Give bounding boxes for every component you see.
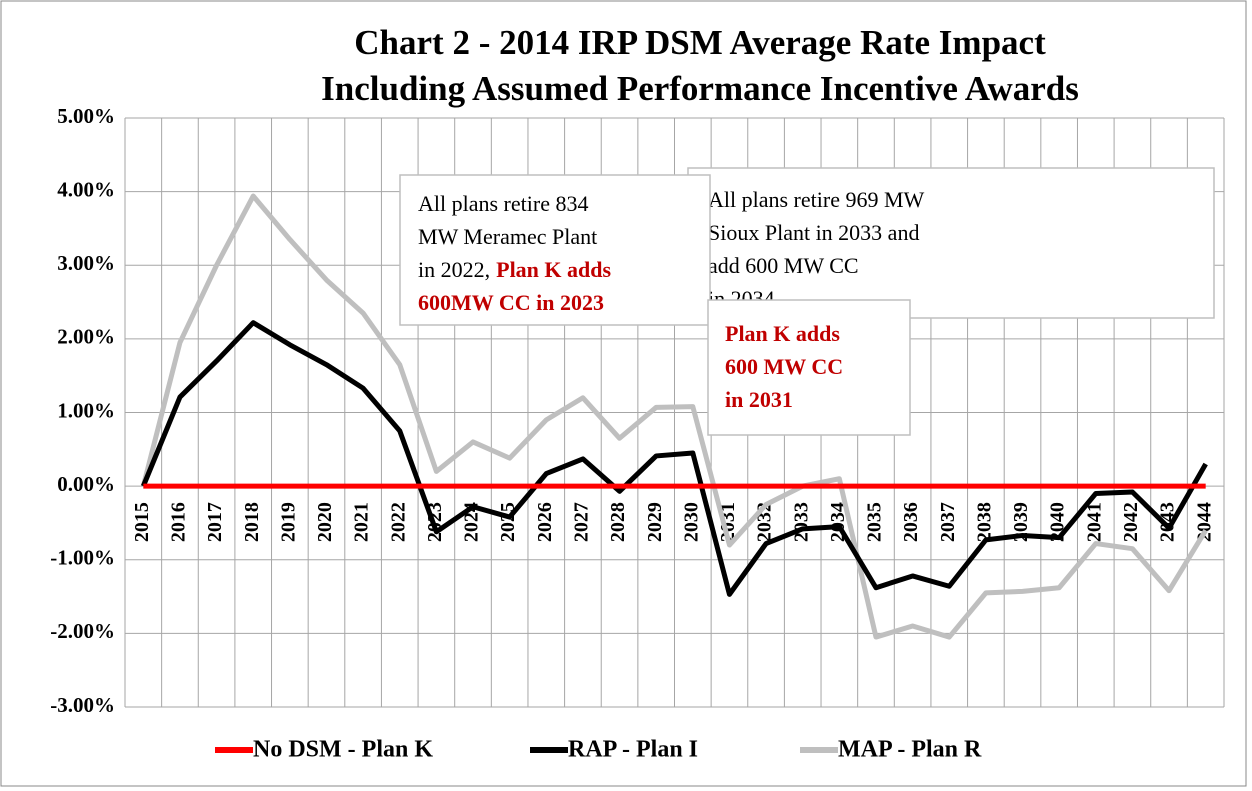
legend-label: RAP - Plan I <box>568 737 698 763</box>
annotation-line: 600MW CC in 2023 <box>418 290 604 315</box>
y-tick-label: 3.00% <box>57 251 115 275</box>
annotation-line: All plans retire 834 <box>418 191 588 216</box>
annotation-text: Sioux Plant in 2033 and <box>708 220 919 245</box>
annotation-box <box>707 299 911 436</box>
x-tick-label: 2043 <box>1157 502 1179 542</box>
x-tick-label: 2018 <box>241 502 263 542</box>
x-tick-label: 2042 <box>1120 502 1142 542</box>
annotation-line: add 600 MW CC <box>708 253 859 278</box>
x-tick-label: 2033 <box>790 502 812 542</box>
x-tick-label: 2030 <box>680 502 702 542</box>
annotation-text: MW Meramec Plant <box>418 224 597 249</box>
chart-title: Chart 2 - 2014 IRP DSM Average Rate Impa… <box>354 23 1046 62</box>
annotation-text: Plan K adds <box>496 257 611 282</box>
annotation-text: All plans retire 969 MW <box>708 187 925 212</box>
x-tick-label: 2037 <box>937 502 959 542</box>
chart-title: Including Assumed Performance Incentive … <box>321 69 1079 108</box>
x-tick-label: 2026 <box>534 502 556 542</box>
y-tick-label: -2.00% <box>50 619 115 643</box>
x-tick-label: 2036 <box>900 502 922 542</box>
annotation-text: in 2031 <box>725 387 793 412</box>
x-tick-label: 2039 <box>1010 502 1032 542</box>
annotation-text: Plan K adds <box>725 321 840 346</box>
annotation-line: MW Meramec Plant <box>418 224 597 249</box>
annotation-text: 600 MW CC <box>725 354 843 379</box>
x-tick-label: 2027 <box>571 502 593 542</box>
annotation-text: 600MW CC in 2023 <box>418 290 604 315</box>
x-tick-label: 2029 <box>644 502 666 542</box>
x-tick-label: 2020 <box>314 502 336 542</box>
x-tick-label: 2016 <box>168 502 190 542</box>
x-tick-label: 2041 <box>1083 502 1105 542</box>
series-line <box>140 193 1208 640</box>
x-tick-label: 2038 <box>973 502 995 542</box>
x-tick-label: 2028 <box>607 502 629 542</box>
annotation-text: All plans retire 834 <box>418 191 588 216</box>
annotation-line: Sioux Plant in 2033 and <box>708 220 919 245</box>
x-tick-label: 2019 <box>277 502 299 542</box>
x-tick-label: 2015 <box>131 502 153 542</box>
annotation-text: add 600 MW CC <box>708 253 859 278</box>
series-line <box>141 320 1208 597</box>
y-tick-label: 4.00% <box>57 177 115 201</box>
annotation-text: in 2022, <box>418 257 490 282</box>
y-tick-label: -3.00% <box>50 693 115 717</box>
x-tick-label: 2017 <box>204 502 226 542</box>
x-tick-label: 2021 <box>351 502 373 542</box>
annotation-line: in 2031 <box>725 387 793 412</box>
x-tick-label: 2044 <box>1193 502 1215 542</box>
y-tick-label: 1.00% <box>57 398 115 422</box>
x-tick-label: 2022 <box>387 502 409 542</box>
annotation-box <box>687 167 1215 319</box>
annotation-line: in 2022, Plan K adds <box>418 257 611 282</box>
legend-label: No DSM - Plan K <box>253 737 433 763</box>
annotation-line: Plan K adds <box>725 321 840 346</box>
annotation-line: All plans retire 969 MW <box>708 187 925 212</box>
annotation-line: 600 MW CC <box>725 354 843 379</box>
y-tick-label: 5.00% <box>57 104 115 128</box>
x-tick-label: 2035 <box>864 502 886 542</box>
y-tick-label: 2.00% <box>57 325 115 349</box>
y-tick-label: -1.00% <box>50 546 115 570</box>
y-tick-label: 0.00% <box>57 472 115 496</box>
annotation-box <box>399 174 711 326</box>
legend-label: MAP - Plan R <box>838 737 982 763</box>
